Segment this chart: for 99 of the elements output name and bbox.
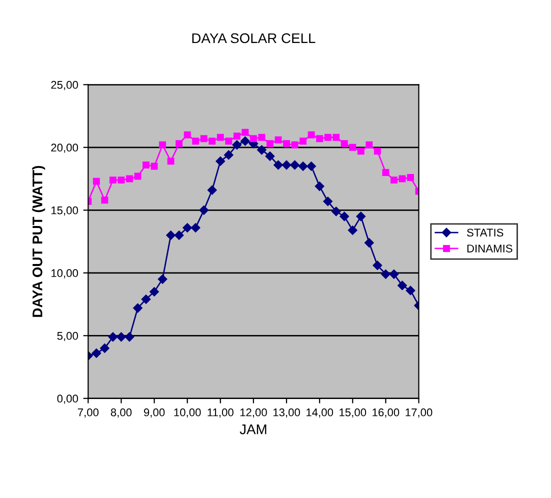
point — [150, 287, 159, 296]
x-tick-label: 16,00 — [372, 408, 400, 418]
point — [398, 280, 407, 290]
point — [166, 230, 176, 240]
point — [257, 145, 266, 155]
x-tick-label: 15,00 — [340, 408, 366, 418]
point — [324, 134, 332, 141]
point — [159, 141, 166, 148]
point — [250, 135, 257, 142]
y-tick-label: 5,00 — [57, 332, 78, 342]
legend-label: STATIS — [466, 228, 504, 237]
y-axis-title: DAYA OUT PUT (WATT) — [32, 166, 46, 317]
point — [92, 348, 102, 358]
point — [300, 138, 307, 145]
point — [208, 185, 217, 195]
point — [308, 131, 315, 138]
point — [167, 158, 174, 165]
point — [124, 332, 134, 342]
point — [340, 140, 348, 148]
point — [407, 174, 414, 181]
point — [101, 196, 108, 204]
point — [216, 156, 226, 166]
point — [224, 150, 234, 160]
y-tick-label: 10,00 — [51, 269, 78, 278]
point — [274, 160, 283, 170]
point — [174, 230, 184, 240]
point — [382, 169, 390, 176]
point — [232, 140, 242, 150]
point — [364, 238, 374, 248]
point — [306, 162, 316, 171]
point — [282, 160, 292, 170]
point — [381, 270, 390, 279]
x-tick-label: 14,00 — [306, 408, 334, 418]
point — [150, 162, 158, 170]
point — [126, 175, 133, 182]
point — [265, 152, 275, 161]
point — [340, 212, 349, 222]
point — [349, 144, 356, 151]
chart-title: DAYA SOLAR CELL — [192, 33, 316, 44]
point — [374, 148, 381, 155]
point — [133, 303, 142, 313]
point — [390, 176, 398, 184]
point — [366, 141, 373, 148]
point — [225, 138, 232, 145]
x-tick-label: 13,00 — [273, 408, 300, 418]
point — [118, 176, 125, 184]
x-tick-label: 12,00 — [240, 408, 267, 418]
x-tick-label: 11,00 — [208, 408, 234, 418]
point — [357, 148, 364, 155]
point — [141, 294, 151, 304]
point — [199, 206, 208, 215]
point — [283, 140, 290, 148]
point — [109, 176, 116, 184]
point — [233, 132, 240, 140]
point — [290, 160, 300, 170]
point — [242, 128, 249, 136]
point — [92, 178, 100, 185]
x-tick-label: 8,00 — [110, 408, 132, 418]
point — [406, 286, 416, 296]
point — [323, 196, 332, 206]
x-axis-title: JAM — [240, 424, 266, 434]
x-tick-label: 17,00 — [406, 408, 432, 418]
x-tick-label: 9,00 — [144, 408, 165, 418]
point — [184, 131, 191, 138]
point — [258, 134, 266, 141]
point — [116, 332, 126, 342]
point — [100, 344, 110, 353]
point — [348, 226, 358, 235]
point — [314, 182, 324, 191]
y-tick-label: 25,00 — [51, 80, 78, 90]
point — [190, 223, 200, 232]
point — [389, 270, 399, 279]
point — [240, 136, 250, 146]
x-tick-label: 10,00 — [174, 408, 201, 418]
y-tick-label: 20,00 — [51, 144, 78, 153]
point — [331, 206, 341, 216]
point — [216, 134, 224, 141]
point — [356, 212, 366, 222]
point — [108, 332, 118, 342]
point — [192, 138, 200, 145]
x-tick-label: 7,00 — [78, 408, 99, 418]
point — [158, 274, 168, 284]
point — [182, 223, 192, 232]
point — [291, 141, 298, 148]
point — [316, 135, 324, 142]
point — [274, 136, 282, 144]
point — [176, 140, 183, 148]
point — [372, 260, 382, 270]
point — [298, 162, 308, 171]
point — [332, 134, 340, 141]
point — [142, 162, 150, 168]
legend-label: DINAMIS — [467, 244, 512, 252]
point — [134, 172, 142, 180]
point — [200, 135, 208, 142]
point — [398, 175, 406, 182]
point — [266, 140, 274, 148]
y-tick-label: 0,00 — [57, 394, 78, 404]
y-tick-label: 15,00 — [51, 206, 78, 216]
point — [208, 138, 216, 145]
